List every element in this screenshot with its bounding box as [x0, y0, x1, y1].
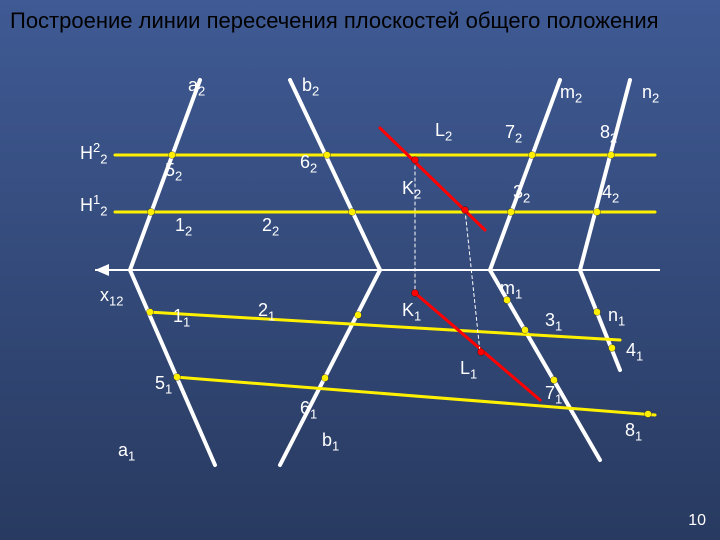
label-81l: 81 [625, 420, 642, 444]
point-n1p [594, 309, 601, 316]
label-21l: 21 [258, 300, 275, 324]
label-n2: n2 [642, 82, 659, 106]
point-81 [645, 411, 652, 418]
point-22 [349, 209, 356, 216]
label-m1l: m1 [500, 278, 522, 302]
page-number: 10 [688, 512, 706, 530]
line-red1 [415, 293, 540, 400]
label-22l: 22 [262, 215, 279, 239]
label-H12: H12 [80, 192, 107, 219]
point-31 [522, 327, 529, 334]
label-11l: 11 [173, 306, 190, 330]
label-52l: 52 [165, 160, 182, 184]
label-b1: b1 [322, 430, 339, 454]
label-41l: 41 [626, 340, 643, 364]
label-62l: 62 [300, 152, 317, 176]
label-61l: 61 [300, 398, 317, 422]
line-m2 [490, 80, 560, 270]
label-72l: 72 [505, 122, 522, 146]
slide-container: Построение линии пересечения плоскостей … [0, 0, 720, 540]
diagram-svg [0, 0, 720, 540]
point-21 [355, 312, 362, 319]
label-32l: 32 [513, 182, 530, 206]
point-K2 [412, 157, 419, 164]
label-12l: 12 [175, 215, 192, 239]
label-x12: x12 [100, 285, 123, 309]
label-H22: H22 [80, 140, 107, 167]
point-L2 [462, 207, 469, 214]
label-51l: 51 [155, 373, 172, 397]
label-K2l: K2 [402, 178, 421, 202]
point-61 [322, 375, 329, 382]
label-a1: a1 [118, 440, 135, 464]
label-m2: m2 [560, 82, 582, 106]
label-42l: 42 [602, 182, 619, 206]
label-n1l: n1 [608, 305, 625, 329]
point-11 [147, 309, 154, 316]
line-n2 [580, 80, 630, 270]
point-62 [324, 152, 331, 159]
point-72 [529, 152, 536, 159]
label-82l: 82 [600, 122, 617, 146]
point-41 [609, 345, 616, 352]
label-71l: 71 [545, 383, 562, 407]
label-L1l: L1 [460, 358, 477, 382]
line-a1 [130, 270, 215, 465]
line-red2 [380, 128, 485, 230]
point-L1 [478, 349, 485, 356]
point-32 [508, 209, 515, 216]
label-a2: a2 [188, 75, 205, 99]
point-52 [169, 152, 176, 159]
point-51 [174, 374, 181, 381]
label-K1l: K1 [402, 300, 421, 324]
point-K1 [412, 290, 419, 297]
point-42 [594, 209, 601, 216]
label-L2l: L2 [435, 120, 452, 144]
label-31l: 31 [545, 310, 562, 334]
line-y1b [175, 377, 655, 415]
label-b2: b2 [302, 75, 319, 99]
point-82 [608, 152, 615, 159]
point-12 [148, 209, 155, 216]
